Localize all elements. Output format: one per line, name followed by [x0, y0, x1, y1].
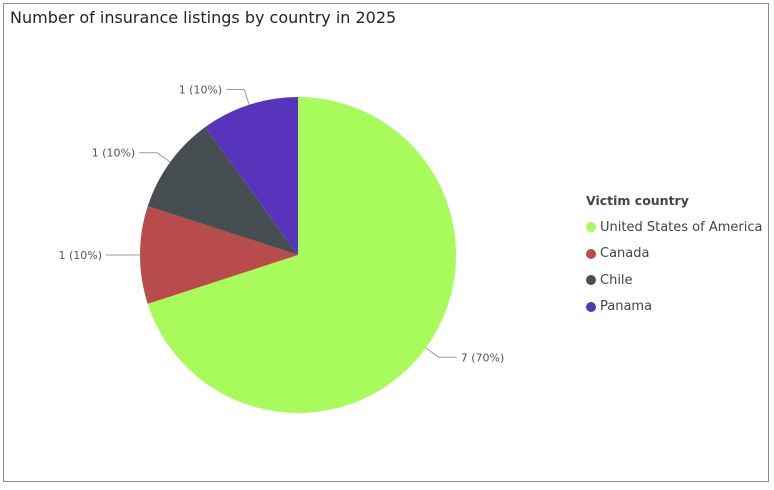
pie-slice-chile[interactable]: [147, 127, 298, 255]
pie-slice-panama[interactable]: [205, 97, 298, 255]
pie-slice-united-states-of-america[interactable]: [147, 97, 456, 414]
data-label: 1 (10%): [58, 249, 102, 262]
pie-slices: [140, 97, 456, 414]
legend-label-usa: United States of America: [600, 219, 763, 235]
legend-title: Victim country: [586, 193, 689, 208]
pie-slice-canada[interactable]: [140, 206, 298, 304]
data-label-leader-line: [139, 152, 171, 163]
legend-label-canada: Canada: [600, 246, 650, 262]
chart-legend: Victim country United States of America …: [586, 193, 762, 320]
legend-swatch-usa: [586, 222, 596, 233]
legend-swatch-canada: [586, 248, 596, 259]
data-label: 1 (10%): [92, 147, 136, 160]
legend-item-panama[interactable]: Panama: [586, 294, 762, 321]
legend-label-chile: Chile: [600, 272, 633, 288]
legend-swatch-panama: [586, 301, 596, 312]
legend-item-usa[interactable]: United States of America: [586, 214, 762, 241]
data-label-leader-line: [425, 347, 457, 358]
legend-item-chile[interactable]: Chile: [586, 267, 762, 294]
legend-swatch-chile: [586, 275, 596, 286]
pie-data-labels: 7 (70%) 1 (10%) 1 (10%) 1 (10%): [58, 84, 504, 365]
legend-label-panama: Panama: [600, 299, 653, 315]
data-label: 7 (70%): [461, 351, 505, 364]
legend-item-canada[interactable]: Canada: [586, 241, 762, 268]
data-label-leader-line: [226, 89, 250, 105]
chart-title: Number of insurance listings by country …: [10, 8, 397, 27]
data-label: 1 (10%): [179, 84, 223, 97]
